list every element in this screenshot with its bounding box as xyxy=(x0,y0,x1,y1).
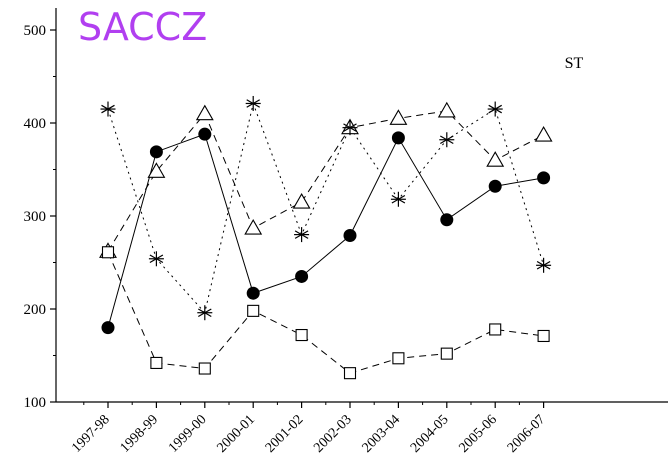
data-point xyxy=(534,125,553,142)
x-tick-label: 2004-05 xyxy=(408,412,452,456)
data-point xyxy=(100,101,116,117)
data-point xyxy=(391,131,405,145)
series-markers-3 xyxy=(100,95,552,321)
data-point xyxy=(247,304,260,317)
data-point xyxy=(101,321,115,335)
data-point xyxy=(440,213,454,227)
data-point xyxy=(488,179,502,193)
data-point xyxy=(149,145,163,159)
data-point xyxy=(486,151,505,167)
x-tick-label: 1997-98 xyxy=(69,412,113,456)
series-line-1 xyxy=(107,133,544,328)
x-tick-label: 2003-04 xyxy=(360,412,404,456)
data-point xyxy=(390,191,406,207)
x-tick-label: 2006-07 xyxy=(505,412,549,456)
data-point xyxy=(392,352,405,365)
x-tick-label: 2002-03 xyxy=(311,412,355,456)
x-tick-label: 2000-01 xyxy=(214,412,258,456)
data-point xyxy=(487,101,503,117)
data-point xyxy=(343,229,357,243)
data-point xyxy=(440,347,453,360)
data-point xyxy=(148,251,164,267)
data-point xyxy=(537,329,550,343)
x-tick-label: 1998-99 xyxy=(118,412,162,456)
data-point xyxy=(198,362,211,375)
series-line-4 xyxy=(107,252,544,374)
data-point xyxy=(295,269,309,283)
y-tick-label: 200 xyxy=(24,302,47,318)
y-tick-label: 500 xyxy=(24,23,47,39)
y-tick-label: 400 xyxy=(24,116,47,132)
data-point xyxy=(150,356,163,369)
data-point xyxy=(147,162,166,178)
x-tick-label: 1999-00 xyxy=(166,412,210,456)
data-point xyxy=(294,227,310,243)
data-point xyxy=(536,257,552,273)
series-markers-1 xyxy=(101,127,551,335)
data-point xyxy=(342,120,358,136)
data-point xyxy=(295,328,308,342)
data-point xyxy=(489,323,502,336)
data-point xyxy=(195,104,214,121)
chart-annotation: ST xyxy=(565,55,584,72)
data-point xyxy=(101,246,115,259)
chart-title: SACCZ xyxy=(78,5,207,49)
data-point xyxy=(245,95,261,111)
series-markers-4 xyxy=(101,246,550,380)
x-tick-label: 2005-06 xyxy=(456,412,500,456)
data-point xyxy=(198,127,212,141)
x-tick-label: 2001-02 xyxy=(263,412,307,456)
series-line-3 xyxy=(107,101,545,314)
series-line-2 xyxy=(107,110,544,252)
data-point xyxy=(244,218,263,235)
data-point xyxy=(292,192,311,209)
y-tick-label: 300 xyxy=(24,209,47,225)
data-point xyxy=(197,305,213,321)
data-point xyxy=(343,367,357,380)
data-point xyxy=(246,286,260,300)
data-point xyxy=(389,109,408,125)
data-point xyxy=(437,101,456,118)
series-layer xyxy=(99,95,553,380)
y-tick-label: 100 xyxy=(24,395,47,411)
data-point xyxy=(537,171,551,185)
data-point xyxy=(439,132,455,148)
